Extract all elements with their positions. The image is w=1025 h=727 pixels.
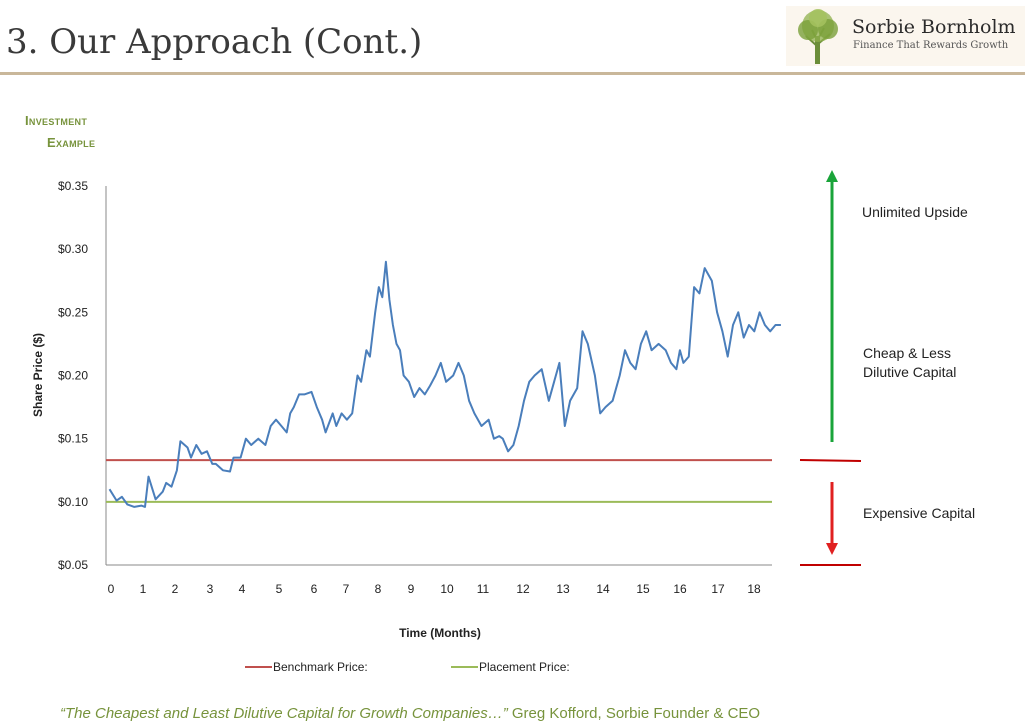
x-tick-label: 1 bbox=[140, 582, 147, 596]
quote-text: “The Cheapest and Least Dilutive Capital… bbox=[60, 705, 508, 722]
x-tick-label: 6 bbox=[311, 582, 318, 596]
annotation-expensive: Expensive Capital bbox=[863, 505, 975, 521]
section-label-line1: Investment bbox=[25, 113, 88, 128]
x-tick-label: 5 bbox=[276, 582, 283, 596]
x-tick-label: 16 bbox=[673, 582, 687, 596]
x-tick-label: 0 bbox=[108, 582, 115, 596]
legend-placement-label: Placement Price: bbox=[479, 660, 570, 674]
up-arrow-head bbox=[826, 170, 838, 182]
x-tick-label: 10 bbox=[440, 582, 454, 596]
x-tick-labels: 0 1 2 3 4 5 6 7 8 9 10 11 12 13 14 15 16 17 18 bbox=[108, 582, 761, 596]
x-tick-label: 11 bbox=[477, 582, 490, 596]
y-tick-label: $0.20 bbox=[58, 369, 88, 383]
y-axis-label: Share Price ($) bbox=[31, 333, 45, 417]
x-tick-label: 2 bbox=[172, 582, 179, 596]
page-title: 3. Our Approach (Cont.) bbox=[6, 22, 423, 62]
x-tick-label: 14 bbox=[596, 582, 610, 596]
legend-benchmark-label: Benchmark Price: bbox=[273, 660, 368, 674]
share-price-line bbox=[108, 260, 781, 508]
y-tick-label: $0.05 bbox=[58, 558, 88, 572]
reference-lines bbox=[106, 459, 772, 503]
y-tick-label: $0.15 bbox=[58, 432, 88, 446]
tree-icon bbox=[798, 9, 838, 64]
x-tick-label: 13 bbox=[556, 582, 570, 596]
annotation-upside: Unlimited Upside bbox=[862, 204, 968, 220]
y-tick-label: $0.35 bbox=[58, 179, 88, 193]
x-tick-label: 9 bbox=[408, 582, 415, 596]
x-tick-label: 4 bbox=[239, 582, 246, 596]
x-tick-label: 7 bbox=[343, 582, 350, 596]
annotation-cheap-2: Dilutive Capital bbox=[863, 364, 956, 380]
footer-quote: “The Cheapest and Least Dilutive Capital… bbox=[60, 705, 760, 722]
x-tick-label: 15 bbox=[636, 582, 650, 596]
x-tick-label: 3 bbox=[207, 582, 214, 596]
x-axis-label: Time (Months) bbox=[399, 626, 481, 640]
logo-tagline: Finance That Rewards Growth bbox=[853, 40, 1009, 51]
quote-author: Greg Kofford, Sorbie Founder & CEO bbox=[511, 705, 761, 722]
y-tick-label: $0.30 bbox=[58, 242, 88, 256]
header-divider bbox=[0, 72, 1025, 75]
logo-name: Sorbie Bornholm bbox=[852, 16, 1016, 38]
y-tick-labels: $0.35 $0.30 $0.25 $0.20 $0.15 $0.10 $0.05 bbox=[58, 179, 88, 572]
x-tick-label: 18 bbox=[747, 582, 761, 596]
company-logo: Sorbie Bornholm Finance That Rewards Gro… bbox=[786, 6, 1025, 66]
x-tick-label: 17 bbox=[711, 582, 725, 596]
x-tick-label: 12 bbox=[516, 582, 530, 596]
down-arrow-head bbox=[826, 543, 838, 555]
section-label-line2: Example bbox=[47, 135, 96, 150]
annotation-cheap-1: Cheap & Less bbox=[863, 345, 951, 361]
y-tick-label: $0.10 bbox=[58, 495, 88, 509]
benchmark-marker bbox=[799, 459, 862, 462]
y-tick-label: $0.25 bbox=[58, 305, 88, 319]
x-tick-label: 8 bbox=[375, 582, 382, 596]
